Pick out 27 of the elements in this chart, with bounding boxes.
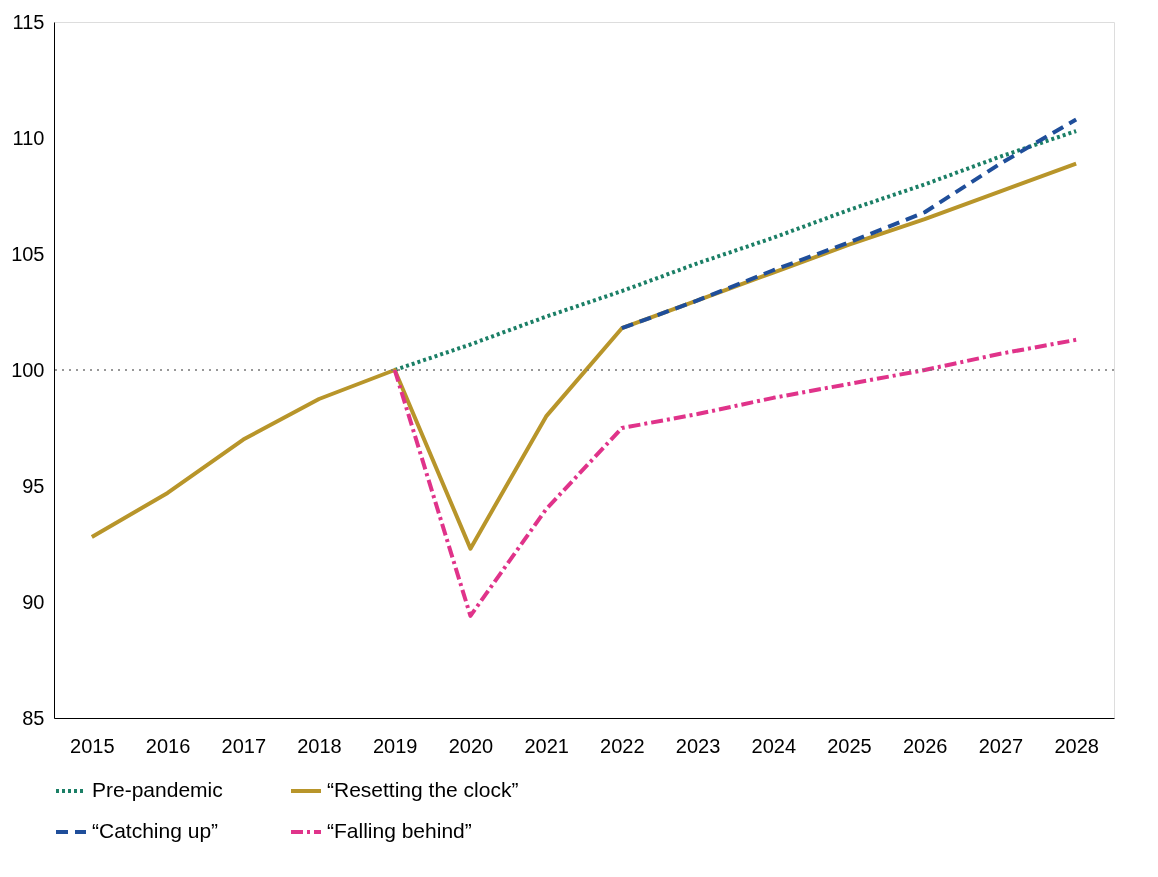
y-tick-label: 100 xyxy=(11,358,45,381)
legend-label: “Catching up” xyxy=(92,819,219,842)
legend-label: “Resetting the clock” xyxy=(327,778,519,801)
x-tick-label: 2018 xyxy=(297,734,342,757)
line-series xyxy=(619,117,1079,331)
y-tick-label: 95 xyxy=(22,474,45,497)
x-tick-label: 2020 xyxy=(448,734,494,757)
x-tick-label: 2023 xyxy=(675,734,721,757)
line-series xyxy=(392,337,1079,618)
x-tick-label: 2015 xyxy=(70,734,115,757)
y-tick-label: 85 xyxy=(22,706,45,729)
x-tick-label: 2016 xyxy=(145,734,191,757)
y-tick-label: 115 xyxy=(12,10,45,33)
x-tick-label: 2022 xyxy=(600,734,645,757)
x-tick-label: 2024 xyxy=(751,734,797,757)
y-tick-label: 110 xyxy=(12,126,45,149)
x-tick-label: 2028 xyxy=(1054,734,1099,757)
x-tick-label: 2017 xyxy=(221,734,267,757)
x-tick-label: 2026 xyxy=(902,734,948,757)
legend-label: Pre-pandemic xyxy=(92,778,223,801)
legend-label: “Falling behind” xyxy=(327,819,472,842)
x-tick-label: 2027 xyxy=(978,734,1024,757)
y-tick-label: 90 xyxy=(22,590,45,613)
y-tick-label: 105 xyxy=(11,242,45,265)
x-tick-label: 2025 xyxy=(827,734,872,757)
x-tick-label: 2019 xyxy=(372,734,418,757)
x-tick-label: 2021 xyxy=(524,734,569,757)
